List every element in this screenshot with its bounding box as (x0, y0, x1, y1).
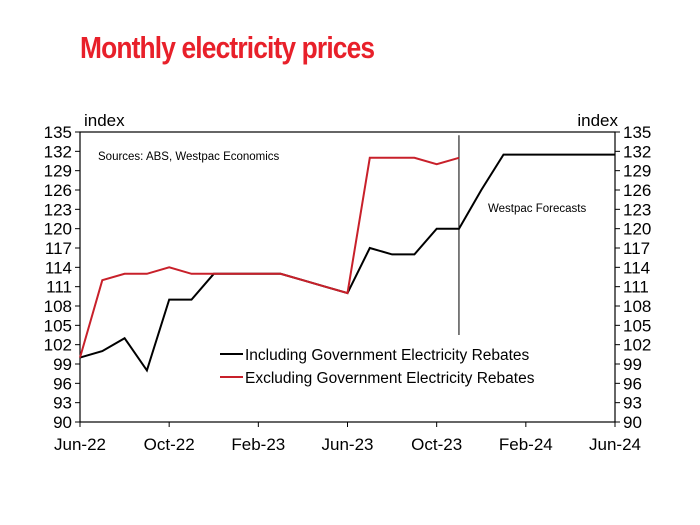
series-line-including (79, 153, 615, 373)
y-tick-label: 102 (623, 336, 651, 355)
x-tick-label: Jun-23 (322, 435, 374, 454)
legend: Including Government Electricity Rebates… (220, 347, 535, 387)
y-axis-left: 9093969910210510811111411712012312612913… (44, 123, 80, 432)
y-tick-label: 132 (623, 142, 651, 161)
source-note: Sources: ABS, Westpac Economics (98, 151, 280, 163)
x-tick-label: Oct-22 (144, 435, 195, 454)
x-tick-label: Oct-23 (411, 435, 462, 454)
y-tick-label: 111 (46, 278, 72, 297)
y-tick-label: 99 (53, 355, 72, 374)
y-tick-label: 96 (623, 374, 642, 393)
y-tick-label: 126 (44, 181, 72, 200)
x-tick-label: Feb-24 (499, 435, 553, 454)
forecast-label: Westpac Forecasts (488, 203, 586, 215)
y-tick-label: 93 (53, 394, 72, 413)
y-tick-label: 105 (623, 316, 651, 335)
legend-label-excluding: Excluding Government Electricity Rebates (245, 370, 535, 387)
y-tick-label: 120 (623, 220, 651, 239)
left-axis-unit: index (84, 111, 125, 130)
y-tick-label: 96 (53, 374, 72, 393)
y-tick-label: 102 (44, 336, 72, 355)
y-tick-label: 135 (44, 123, 72, 142)
y-tick-label: 108 (623, 297, 651, 316)
chart-title: Monthly electricity prices (80, 30, 375, 65)
y-tick-label: 120 (44, 220, 72, 239)
legend-label-including: Including Government Electricity Rebates (245, 347, 530, 364)
x-tick-label: Jun-24 (589, 435, 641, 454)
y-axis-right: 9093969910210510811111411712012312612913… (615, 123, 651, 432)
right-axis-unit: index (577, 111, 618, 130)
y-tick-label: 132 (44, 142, 72, 161)
y-tick-label: 114 (623, 258, 650, 277)
y-tick-label: 108 (44, 297, 72, 316)
y-tick-label: 117 (45, 239, 72, 258)
y-tick-label: 123 (623, 200, 651, 219)
series-layer (79, 153, 615, 373)
y-tick-label: 90 (53, 413, 72, 432)
x-axis: Jun-22 Oct-22 Feb-23 Jun-23 Oct-23 Feb-24 Jun-… (54, 422, 641, 454)
y-tick-label: 114 (45, 258, 72, 277)
series-line-excluding (79, 156, 460, 358)
y-tick-label: 123 (44, 200, 72, 219)
y-tick-label: 99 (623, 355, 642, 374)
y-tick-label: 129 (44, 162, 72, 181)
y-tick-label: 135 (623, 123, 651, 142)
y-tick-label: 126 (623, 181, 651, 200)
x-tick-label: Jun-22 (54, 435, 106, 454)
y-tick-label: 117 (623, 239, 650, 258)
y-tick-label: 90 (623, 413, 642, 432)
y-tick-label: 105 (44, 316, 72, 335)
y-tick-label: 129 (623, 162, 651, 181)
y-tick-label: 93 (623, 394, 642, 413)
y-tick-label: 111 (623, 278, 649, 297)
x-tick-label: Feb-23 (231, 435, 285, 454)
